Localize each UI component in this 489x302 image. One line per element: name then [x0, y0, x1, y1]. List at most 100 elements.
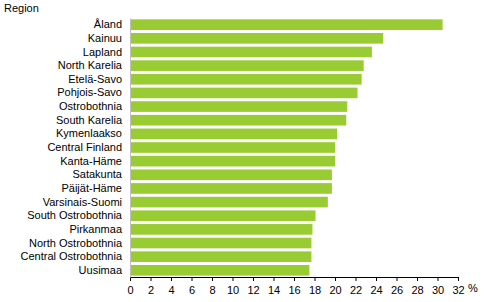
- x-tick: 2: [148, 277, 154, 296]
- y-tick-label: Uusimaa: [79, 264, 123, 276]
- x-tick-mark: [274, 277, 275, 281]
- y-tick-label: Pirkanmaa: [69, 223, 122, 235]
- y-tick: South Karelia: [56, 114, 123, 126]
- y-tick: Pohjois-Savo: [57, 86, 122, 98]
- y-tick: Pirkanmaa: [69, 223, 122, 235]
- x-tick: 20: [329, 277, 341, 296]
- y-tick: Etelä-Savo: [68, 73, 122, 85]
- y-tick: Central Finland: [47, 141, 122, 153]
- bar: [130, 19, 443, 30]
- bar: [130, 224, 312, 235]
- x-tick-label: 12: [247, 284, 259, 296]
- x-tick: 16: [288, 277, 300, 296]
- x-tick-label: 32: [452, 284, 464, 296]
- chart: 02468101214161820222426283032ÅlandKainuu…: [0, 0, 489, 302]
- bar: [130, 47, 372, 58]
- x-tick: 32: [452, 277, 464, 296]
- bar: [130, 74, 362, 85]
- y-tick-label: Åland: [94, 18, 122, 30]
- y-tick: Central Ostrobothnia: [21, 250, 123, 262]
- x-tick-mark: [417, 277, 418, 281]
- y-tick-label: Kanta-Häme: [60, 155, 122, 167]
- x-tick-label: 22: [350, 284, 362, 296]
- y-tick-label: South Ostrobothnia: [27, 209, 123, 221]
- x-tick-label: 4: [168, 284, 174, 296]
- y-tick: Varsinais-Suomi: [43, 196, 122, 208]
- y-tick-label: Ostrobothnia: [59, 100, 123, 112]
- y-tick-label: Satakunta: [72, 168, 122, 180]
- x-tick-mark: [212, 277, 213, 281]
- x-tick: 18: [309, 277, 321, 296]
- y-tick: Satakunta: [72, 168, 122, 180]
- y-tick: Päijät-Häme: [61, 182, 122, 194]
- plot: 02468101214161820222426283032ÅlandKainuu…: [21, 18, 465, 296]
- x-tick-mark: [130, 277, 131, 281]
- bar: [130, 129, 337, 140]
- x-tick-mark: [253, 277, 254, 281]
- y-tick-label: North Ostrobothnia: [29, 237, 123, 249]
- x-tick: 8: [209, 277, 215, 296]
- x-tick-label: 0: [127, 284, 133, 296]
- x-tick: 14: [268, 277, 280, 296]
- y-tick: North Ostrobothnia: [29, 237, 123, 249]
- x-tick-label: 24: [370, 284, 382, 296]
- bar: [130, 251, 311, 262]
- y-axis-line: [130, 19, 131, 278]
- x-tick-label: 14: [268, 284, 280, 296]
- x-tick-mark: [233, 277, 234, 281]
- x-tick: 0: [127, 277, 133, 296]
- x-tick-label: 28: [411, 284, 423, 296]
- x-tick-mark: [458, 277, 459, 281]
- bar: [130, 115, 346, 126]
- x-tick-label: 16: [288, 284, 300, 296]
- x-tick-label: 26: [391, 284, 403, 296]
- y-tick: North Karelia: [58, 59, 123, 71]
- bar: [130, 156, 335, 167]
- bar: [130, 210, 316, 221]
- bar: [130, 60, 364, 71]
- bar: [130, 265, 309, 276]
- x-tick-label: 8: [209, 284, 215, 296]
- x-tick: 26: [391, 277, 403, 296]
- x-tick-mark: [171, 277, 172, 281]
- y-tick: South Ostrobothnia: [27, 209, 123, 221]
- x-tick-mark: [438, 277, 439, 281]
- x-tick-mark: [315, 277, 316, 281]
- y-tick: Åland: [94, 18, 122, 30]
- bar: [130, 238, 311, 249]
- x-tick: 12: [247, 277, 259, 296]
- x-tick-mark: [294, 277, 295, 281]
- x-tick-label: 2: [148, 284, 154, 296]
- x-tick-label: 18: [309, 284, 321, 296]
- x-tick-label: 10: [227, 284, 239, 296]
- x-tick-label: 6: [189, 284, 195, 296]
- x-tick: 6: [189, 277, 195, 296]
- x-tick-mark: [397, 277, 398, 281]
- y-axis-title: Region: [4, 2, 39, 14]
- x-axis-title: %: [468, 282, 478, 294]
- x-tick-mark: [335, 277, 336, 281]
- x-tick: 10: [227, 277, 239, 296]
- y-tick-label: Varsinais-Suomi: [43, 196, 122, 208]
- y-tick: Uusimaa: [79, 264, 123, 276]
- x-tick-mark: [192, 277, 193, 281]
- y-tick-label: Kainuu: [88, 32, 122, 44]
- y-tick-label: Etelä-Savo: [68, 73, 122, 85]
- x-tick-mark: [356, 277, 357, 281]
- bar: [130, 197, 328, 208]
- y-tick-label: Päijät-Häme: [61, 182, 122, 194]
- x-tick: 22: [350, 277, 362, 296]
- y-axis: Åland KainuuLapland North Karelia Etelä-Sav…: [21, 18, 131, 277]
- y-tick-label: Pohjois-Savo: [57, 86, 122, 98]
- x-tick: 28: [411, 277, 423, 296]
- y-tick-label: South Karelia: [56, 114, 123, 126]
- y-tick-label: North Karelia: [58, 59, 123, 71]
- y-tick-label: Kymenlaakso: [56, 127, 122, 139]
- bar: [130, 142, 335, 153]
- bar: [130, 183, 332, 194]
- y-tick: Kymenlaakso: [56, 127, 122, 139]
- x-tick-label: 20: [329, 284, 341, 296]
- y-tick-label: Lapland: [83, 45, 122, 57]
- x-tick: 24: [370, 277, 382, 296]
- y-tick: Lapland: [83, 45, 122, 57]
